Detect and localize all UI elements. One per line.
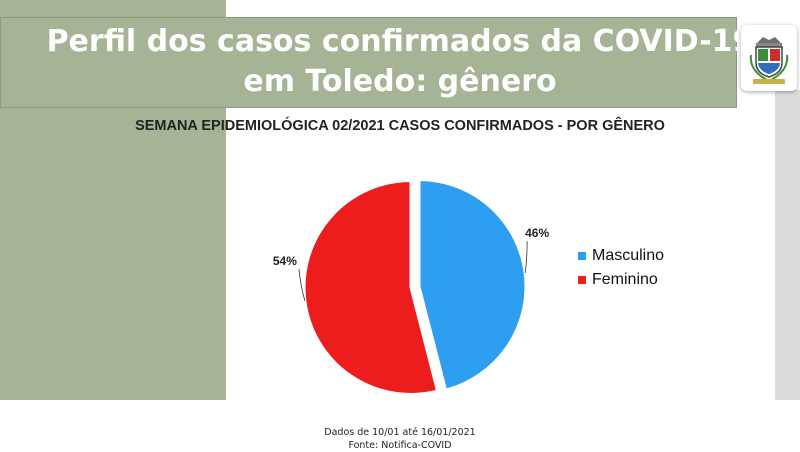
- legend-swatch-feminino: [578, 276, 586, 284]
- pie-slice-masculino: [417, 177, 528, 392]
- legend-label-masculino: Masculino: [592, 247, 665, 264]
- city-coat-of-arms-icon: [749, 37, 789, 84]
- slide-title: Perfil dos casos confirmados da COVID-19…: [40, 22, 760, 102]
- chart-title: SEMANA EPIDEMIOLÓGICA 02/2021 CASOS CONF…: [135, 118, 665, 134]
- date-range: Dados de 10/01 até 16/01/2021: [324, 427, 476, 438]
- slide-title-line-1: Perfil dos casos confirmados da COVID-19: [46, 24, 754, 59]
- city-logo: [741, 25, 797, 91]
- legend-item-masculino: Masculino: [578, 244, 664, 268]
- right-strip: [775, 90, 800, 400]
- legend-label-feminino: Feminino: [592, 271, 658, 288]
- pie-chart: 46% 54%: [273, 177, 549, 396]
- legend-swatch-masculino: [578, 252, 586, 260]
- leader-line-feminino: [298, 268, 306, 302]
- chart-legend: Masculino Feminino: [578, 244, 664, 292]
- data-source-note: Dados de 10/01 até 16/01/2021 Fonte: Not…: [250, 426, 550, 452]
- pie-slice-feminino: [302, 178, 440, 396]
- leader-line-masculino: [524, 241, 528, 274]
- data-source: Fonte: Notifica-COVID: [348, 440, 452, 451]
- legend-item-feminino: Feminino: [578, 268, 664, 292]
- slide-title-line-2: em Toledo: gênero: [243, 64, 557, 99]
- title-banner: [0, 17, 737, 108]
- data-label-feminino: 54%: [273, 254, 297, 268]
- data-label-masculino: 46%: [525, 226, 549, 240]
